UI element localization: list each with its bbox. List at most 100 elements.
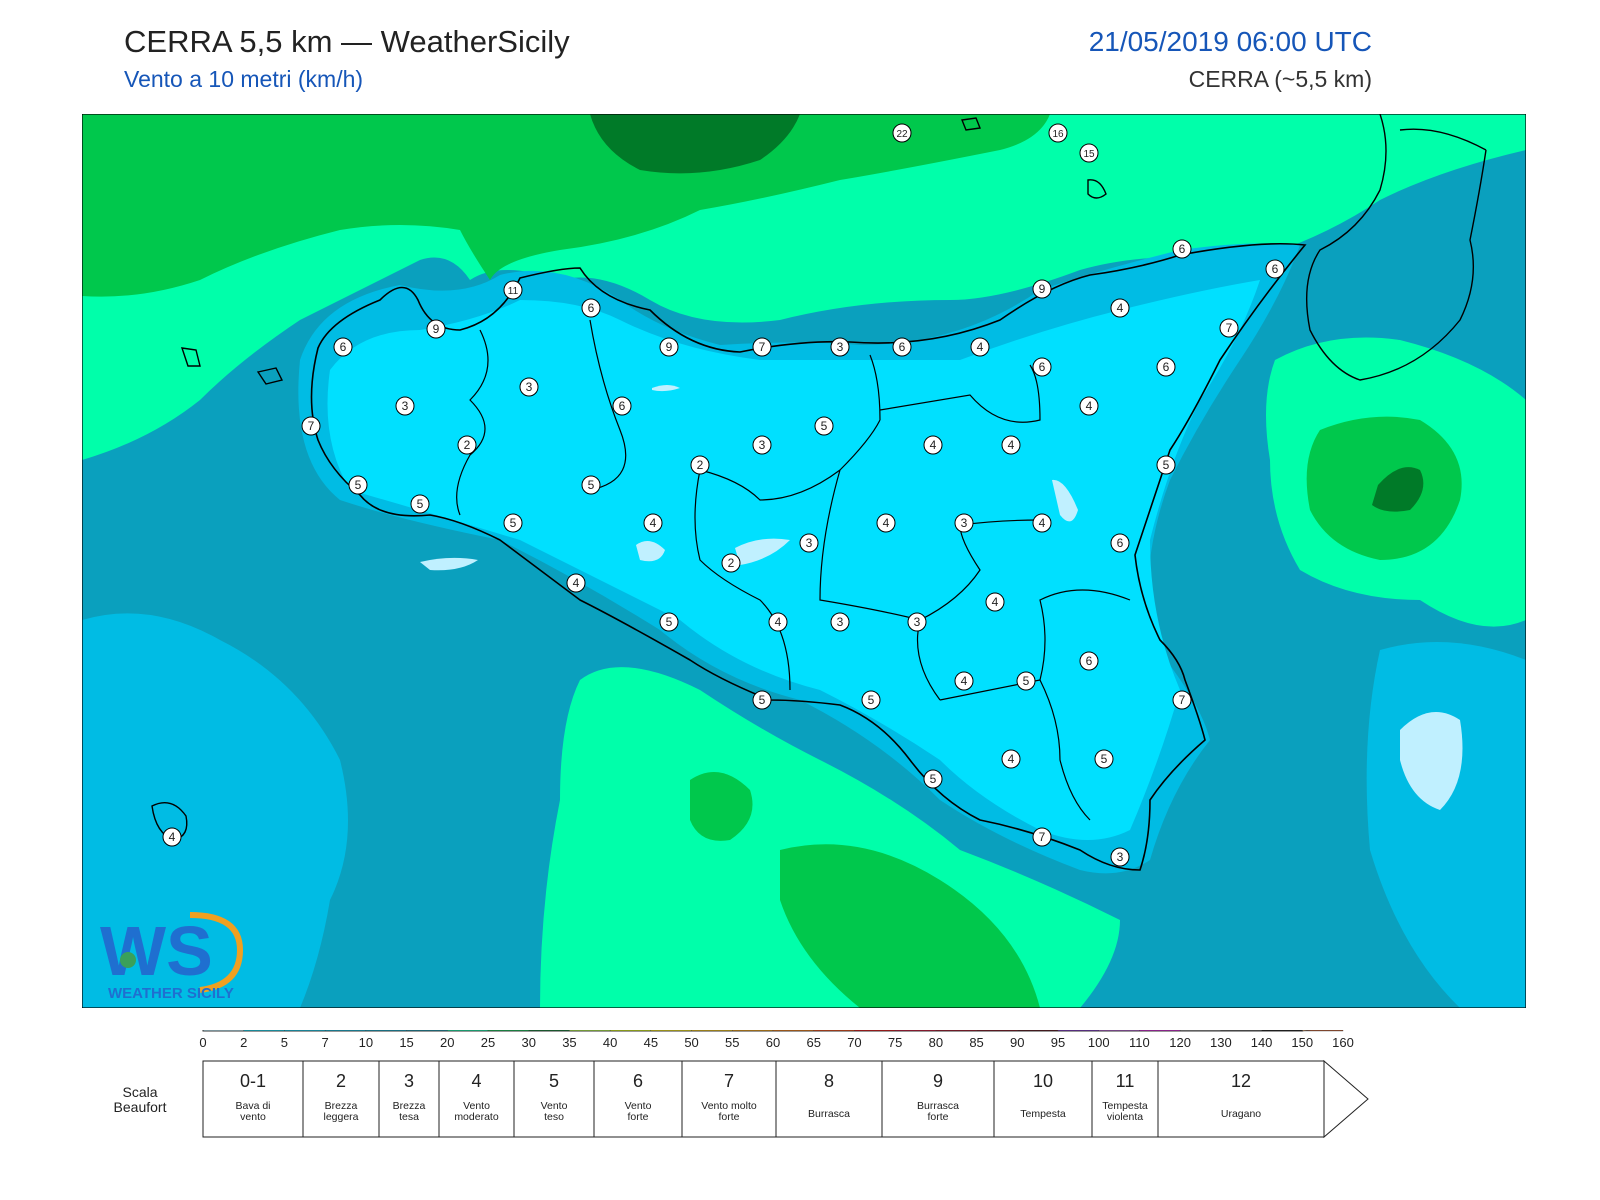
beaufort-cell-box bbox=[202, 1060, 304, 1138]
beaufort-cell-box bbox=[302, 1060, 380, 1138]
wind-value-circle bbox=[985, 592, 1005, 612]
wind-value-circle bbox=[1079, 651, 1099, 671]
wind-value-marker: 5 bbox=[814, 416, 834, 436]
colorbar-tick-label: 90 bbox=[1010, 1035, 1024, 1050]
wind-value-text: 3 bbox=[961, 516, 968, 530]
calabria-coastline bbox=[1399, 128, 1487, 151]
wind-value-text: 5 bbox=[1023, 674, 1030, 688]
beaufort-description: Burrasca forte bbox=[917, 1100, 959, 1123]
wind-value-marker: 6 bbox=[1265, 259, 1285, 279]
beaufort-description: Tempesta violenta bbox=[1102, 1100, 1148, 1123]
wind-value-marker: 5 bbox=[1094, 749, 1114, 769]
wind-value-marker: 4 bbox=[985, 592, 1005, 612]
wind-value-circle bbox=[830, 612, 850, 632]
beaufort-cell: 8 Burrasca bbox=[775, 1060, 883, 1138]
wind-value-text: 6 bbox=[1272, 262, 1279, 276]
island bbox=[151, 802, 188, 841]
beaufort-cell: 11 Tempesta violenta bbox=[1091, 1060, 1159, 1138]
wind-value-circle bbox=[923, 769, 943, 789]
wind-value-text: 5 bbox=[510, 516, 517, 530]
wind-value-text: 11 bbox=[508, 286, 519, 297]
wind-value-text: 6 bbox=[1179, 242, 1186, 256]
beaufort-cell: 4 Vento moderato bbox=[438, 1060, 515, 1138]
sw-light-zone bbox=[82, 613, 348, 1008]
colorbar-tick-label: 60 bbox=[766, 1035, 780, 1050]
wind-value-text: 4 bbox=[992, 595, 999, 609]
colorbar-tick-label: 20 bbox=[440, 1035, 454, 1050]
model-label: CERRA (~5,5 km) bbox=[1188, 66, 1372, 92]
wind-value-marker: 3 bbox=[799, 533, 819, 553]
wind-value-marker: 5 bbox=[752, 690, 772, 710]
wind-value-marker: 3 bbox=[395, 396, 415, 416]
wind-value-circle bbox=[970, 337, 990, 357]
wind-value-marker: 4 bbox=[876, 513, 896, 533]
beaufort-cell: 7 Vento molto forte bbox=[681, 1060, 777, 1138]
wind-value-circle bbox=[1172, 690, 1192, 710]
wind-value-circle bbox=[690, 455, 710, 475]
wind-value-circle bbox=[503, 280, 523, 300]
beaufort-cell: 12 Uragano bbox=[1157, 1060, 1325, 1138]
colorbar-tick-label: 55 bbox=[725, 1035, 739, 1050]
beaufort-number: 10 bbox=[1033, 1071, 1053, 1091]
wind-value-marker: 3 bbox=[752, 435, 772, 455]
wind-value-marker: 5 bbox=[503, 513, 523, 533]
colorbar-tick-label: 45 bbox=[644, 1035, 658, 1050]
beaufort-description: Vento teso bbox=[541, 1100, 568, 1123]
wind-value-circle bbox=[1079, 396, 1099, 416]
beaufort-cell-box bbox=[881, 1060, 995, 1138]
wind-value-circle bbox=[1110, 533, 1130, 553]
wind-value-text: 7 bbox=[1039, 830, 1046, 844]
beaufort-description: Brezza tesa bbox=[393, 1100, 426, 1123]
wind-value-marker: 6 bbox=[1156, 357, 1176, 377]
colorbar-tick-label: 15 bbox=[399, 1035, 413, 1050]
wind-value-text: 9 bbox=[666, 340, 673, 354]
wind-value-marker: 6 bbox=[1110, 533, 1130, 553]
wind-value-marker: 4 bbox=[1079, 396, 1099, 416]
colorbar-frame bbox=[202, 1030, 1303, 1032]
wind-value-circle bbox=[581, 298, 601, 318]
beaufort-number: 3 bbox=[404, 1071, 414, 1091]
beaufort-cell-box bbox=[593, 1060, 683, 1138]
wind-value-text: 6 bbox=[340, 340, 347, 354]
wind-value-text: 2 bbox=[464, 438, 471, 452]
north-wind-zone-strong bbox=[82, 114, 1050, 297]
beaufort-description: Vento forte bbox=[625, 1100, 652, 1123]
south-wind-spot bbox=[690, 772, 753, 841]
wind-value-marker: 4 bbox=[1110, 298, 1130, 318]
wind-value-text: 3 bbox=[837, 340, 844, 354]
logo-leaf-icon bbox=[120, 952, 136, 968]
beaufort-description: Uragano bbox=[1221, 1108, 1261, 1120]
wind-value-circle bbox=[892, 123, 912, 143]
wind-value-circle bbox=[457, 435, 477, 455]
wind-value-marker: 3 bbox=[830, 337, 850, 357]
wind-value-text: 5 bbox=[417, 497, 424, 511]
wind-value-text: 3 bbox=[914, 615, 921, 629]
wind-value-marker: 4 bbox=[1001, 749, 1021, 769]
beaufort-description: Brezza leggera bbox=[323, 1100, 358, 1123]
wind-value-circle bbox=[752, 337, 772, 357]
map-title: CERRA 5,5 km — WeatherSicily bbox=[124, 24, 570, 59]
wind-value-marker: 5 bbox=[1156, 455, 1176, 475]
wind-value-circle bbox=[566, 573, 586, 593]
beaufort-description: Bava di vento bbox=[235, 1100, 270, 1123]
wind-value-marker: 6 bbox=[1079, 651, 1099, 671]
wind-value-circle bbox=[1156, 455, 1176, 475]
wind-value-text: 7 bbox=[759, 340, 766, 354]
wind-value-marker: 6 bbox=[333, 337, 353, 357]
wind-value-marker: 3 bbox=[519, 377, 539, 397]
wind-value-marker: 22 bbox=[892, 123, 912, 143]
wind-value-marker: 6 bbox=[892, 337, 912, 357]
map-subtitle: Vento a 10 metri (km/h) bbox=[124, 66, 364, 92]
wind-value-marker: 4 bbox=[162, 827, 182, 847]
beaufort-number: 2 bbox=[336, 1071, 346, 1091]
beaufort-description: Vento moderato bbox=[454, 1100, 499, 1123]
beaufort-cell: 9 Burrasca forte bbox=[881, 1060, 995, 1138]
beaufort-cell: 0-1 Bava di vento bbox=[202, 1060, 304, 1138]
colorbar-tick-label: 2 bbox=[240, 1035, 247, 1050]
wind-value-marker: 2 bbox=[457, 435, 477, 455]
wind-value-text: 2 bbox=[697, 458, 704, 472]
beaufort-label: Scala Beaufort bbox=[114, 1084, 167, 1115]
colorbar-tick-label: 25 bbox=[481, 1035, 495, 1050]
wind-value-marker: 5 bbox=[1016, 671, 1036, 691]
colorbar-tick-label: 10 bbox=[359, 1035, 373, 1050]
